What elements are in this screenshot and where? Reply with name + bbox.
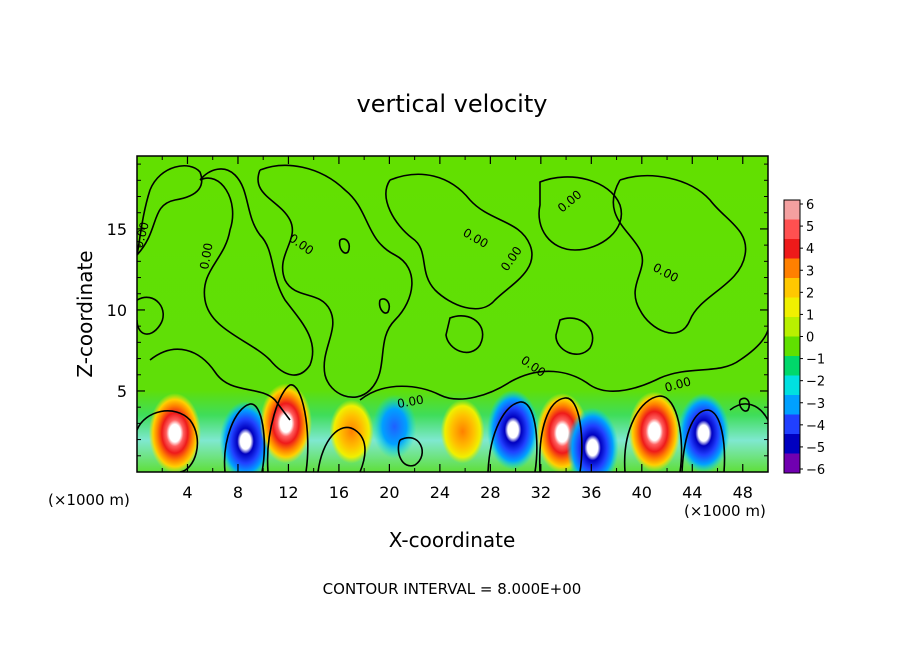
downdraft-cell	[566, 407, 619, 472]
contour-line	[378, 298, 391, 314]
contour-line	[149, 348, 291, 421]
colorbar-swatch	[784, 336, 800, 357]
colorbar-swatch	[784, 434, 800, 454]
contour-line	[137, 164, 203, 256]
updraft-cell	[628, 391, 681, 472]
contour-label: 0.00	[663, 374, 692, 394]
x-tick-label: 40	[632, 483, 652, 502]
x-unit-right: (×1000 m)	[684, 502, 766, 520]
plot-frame	[136, 155, 769, 473]
colorbar-label: 6	[806, 198, 814, 213]
contour-line	[266, 384, 309, 472]
downdraft-cell	[487, 389, 540, 470]
x-tick-label: 8	[233, 483, 243, 502]
contour-interval-note: CONTOUR INTERVAL = 8.000E+00	[323, 580, 582, 598]
x-tick-label: 48	[733, 483, 753, 502]
x-axis-label: X-coordinate	[389, 528, 516, 552]
plot-area: 0.00 0.00 0.00 0.00 0.00 0.00 0.00 0.00 …	[137, 156, 768, 472]
x-tick-label: 32	[531, 483, 551, 502]
y-tick-label: 5	[117, 382, 127, 401]
contour-line	[681, 409, 726, 472]
x-axis: 4 8 12 16 20 24 28 32 36 40 44 48	[161, 156, 753, 502]
colorbar-swatch	[784, 239, 800, 259]
colorbar-swatch	[784, 258, 800, 279]
colorbar-label: −3	[806, 397, 825, 412]
colorbar-label: −5	[806, 441, 825, 456]
updraft-cell	[440, 399, 485, 464]
y-axis: 5 10 15	[107, 163, 768, 457]
x-tick-label: 20	[379, 483, 399, 502]
contour-line	[359, 329, 768, 401]
contour-line	[555, 317, 594, 355]
y-axis-label: Z-coordinate	[73, 250, 97, 377]
contour-line	[397, 437, 424, 467]
contour-line	[223, 403, 266, 472]
x-tick-label: 4	[182, 483, 192, 502]
contour-lines	[137, 164, 768, 472]
colorbar-label: 3	[806, 264, 814, 279]
colorbar-label: −6	[806, 463, 825, 478]
colorbar-swatch	[784, 375, 800, 396]
colorbar-swatch	[784, 278, 800, 298]
colorbar-label: −2	[806, 375, 825, 390]
contour-line	[317, 426, 366, 472]
colorbar-swatch	[784, 297, 800, 318]
colorbar-swatch	[784, 317, 800, 337]
colorbar-label: −1	[806, 353, 825, 368]
colorbar-swatch	[784, 453, 800, 474]
x-unit-left: (×1000 m)	[48, 491, 130, 509]
contour-line	[257, 164, 413, 399]
contour-line	[612, 174, 747, 334]
contour-line	[137, 410, 199, 472]
updraft-cell	[329, 399, 374, 464]
colorbar-swatch	[784, 356, 800, 376]
contour-line	[738, 397, 751, 412]
updraft-cell	[148, 393, 201, 472]
x-tick-label: 44	[682, 483, 702, 502]
updraft-cell	[259, 383, 312, 464]
x-tick-label: 16	[329, 483, 349, 502]
contour-line	[487, 401, 538, 472]
contour-label: 0.00	[396, 393, 425, 411]
y-tick-label: 10	[107, 301, 127, 320]
y-tick-label: 15	[107, 220, 127, 239]
contour-line	[385, 173, 533, 310]
x-tick-label: 36	[581, 483, 601, 502]
colorbar-swatch	[784, 219, 800, 240]
colorbar-label: 1	[806, 308, 814, 323]
x-tick-label: 28	[480, 483, 500, 502]
downdraft-cell	[372, 394, 417, 459]
contour-line	[445, 315, 484, 354]
downdraft-cell	[677, 393, 730, 472]
contour-line	[623, 395, 683, 472]
contour-line	[199, 168, 314, 376]
colorbar-swatch	[784, 414, 800, 435]
downdraft-cell	[219, 401, 272, 472]
contour-line	[538, 176, 623, 251]
x-tick-label: 24	[430, 483, 450, 502]
colorbar-swatch	[784, 395, 800, 415]
contour-label: 0.00	[197, 242, 215, 271]
colorbar-label: −4	[806, 419, 825, 434]
x-tick-label: 12	[278, 483, 298, 502]
contour-line	[729, 403, 768, 421]
chart-title: vertical velocity	[357, 90, 548, 118]
velocity-cells	[148, 383, 730, 472]
colorbar-label: 5	[806, 220, 814, 235]
contour-line	[338, 238, 351, 254]
colorbar-swatch	[784, 200, 800, 220]
contour-line	[538, 397, 583, 472]
colorbar: 6 5 4 3 2 1 0 −1 −2 −3 −4 −5 −6	[783, 198, 825, 478]
colorbar-label: 0	[806, 331, 814, 346]
contour-line	[137, 296, 164, 335]
colorbar-label: 4	[806, 242, 814, 257]
colorbar-label: 2	[806, 286, 814, 301]
